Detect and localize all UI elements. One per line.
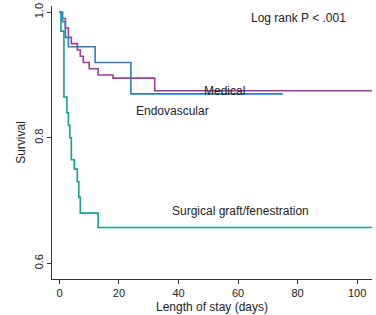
svg-text:80: 80	[291, 287, 303, 299]
svg-text:60: 60	[232, 287, 244, 299]
svg-text:0: 0	[56, 287, 62, 299]
svg-text:20: 20	[113, 287, 125, 299]
svg-text:Endovascular: Endovascular	[136, 104, 209, 118]
svg-text:0.8: 0.8	[33, 128, 45, 143]
svg-text:Medical: Medical	[204, 84, 245, 98]
svg-text:Length of stay (days): Length of stay (days)	[156, 300, 268, 314]
svg-text:Log rank P < .001: Log rank P < .001	[251, 11, 346, 25]
svg-text:0.6: 0.6	[33, 254, 45, 269]
svg-text:1.0: 1.0	[33, 3, 45, 18]
svg-text:40: 40	[172, 287, 184, 299]
svg-text:Survival: Survival	[14, 121, 28, 164]
svg-text:100: 100	[348, 287, 366, 299]
svg-text:Surgical graft/fenestration: Surgical graft/fenestration	[172, 204, 309, 218]
